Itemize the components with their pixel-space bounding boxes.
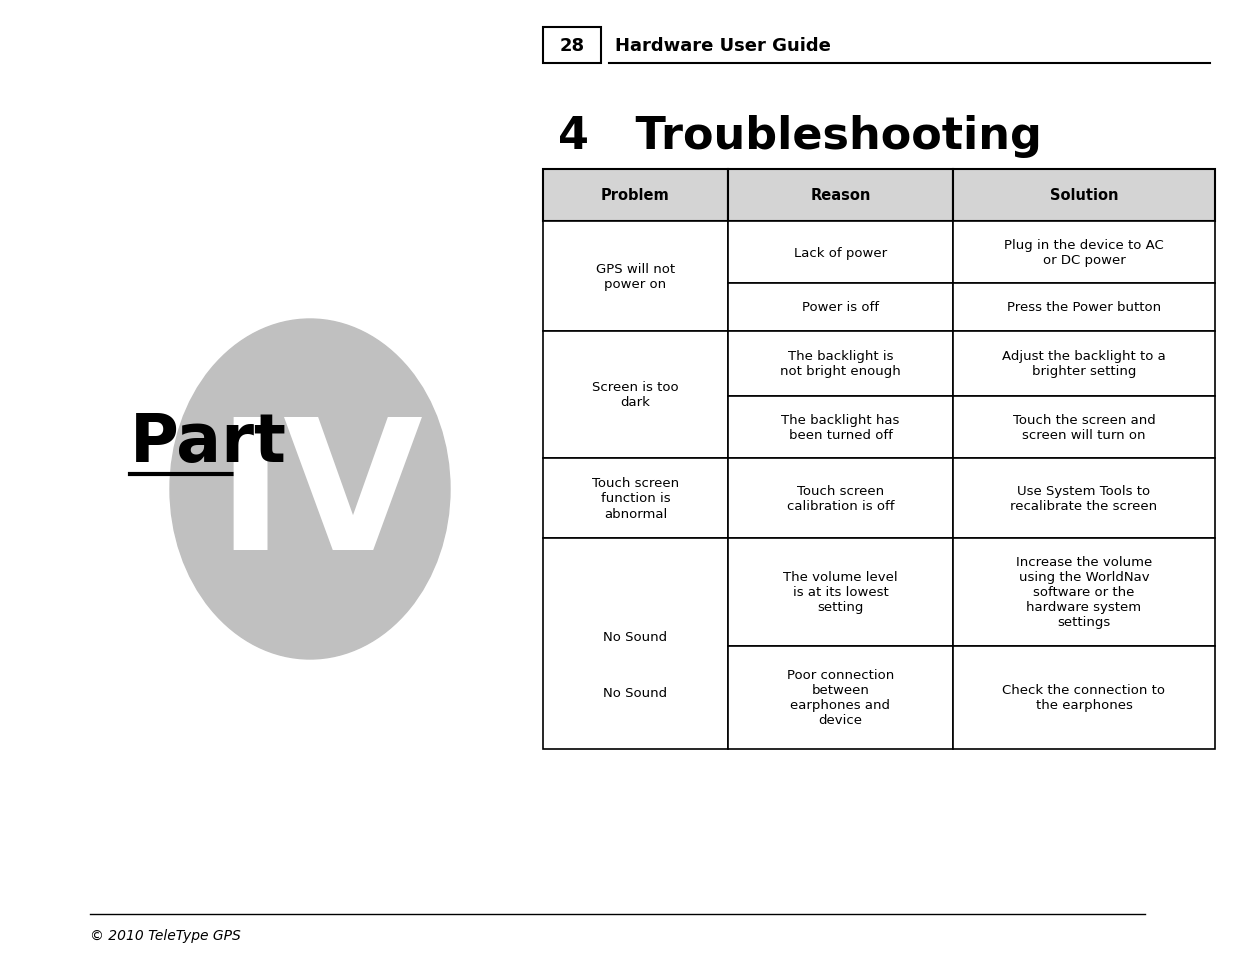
Text: Problem: Problem xyxy=(601,189,669,203)
Bar xyxy=(727,222,953,284)
Bar xyxy=(727,332,953,396)
Text: GPS will not
power on: GPS will not power on xyxy=(597,263,676,291)
Text: Touch screen
calibration is off: Touch screen calibration is off xyxy=(787,484,894,513)
Text: Hardware User Guide: Hardware User Guide xyxy=(615,37,831,55)
Bar xyxy=(953,170,1215,222)
Bar xyxy=(543,28,601,64)
Text: Press the Power button: Press the Power button xyxy=(1007,301,1161,314)
Text: Part: Part xyxy=(130,410,287,476)
Bar xyxy=(953,458,1215,538)
Bar xyxy=(953,284,1215,332)
Bar xyxy=(727,284,953,332)
Text: 28: 28 xyxy=(559,37,584,55)
Text: No Sound: No Sound xyxy=(604,631,668,644)
Text: Solution: Solution xyxy=(1050,189,1118,203)
Bar xyxy=(543,332,727,458)
Text: Touch the screen and
screen will turn on: Touch the screen and screen will turn on xyxy=(1013,414,1156,441)
Bar xyxy=(727,458,953,538)
Text: Adjust the backlight to a
brighter setting: Adjust the backlight to a brighter setti… xyxy=(1002,350,1166,378)
Bar xyxy=(543,538,727,749)
Bar xyxy=(953,332,1215,396)
Bar xyxy=(953,222,1215,284)
Text: Check the connection to
the earphones: Check the connection to the earphones xyxy=(1003,684,1166,712)
Text: Plug in the device to AC
or DC power: Plug in the device to AC or DC power xyxy=(1004,239,1163,267)
Bar xyxy=(727,646,953,749)
Ellipse shape xyxy=(170,319,450,659)
Text: No Sound: No Sound xyxy=(604,686,668,700)
Bar xyxy=(953,646,1215,749)
Bar xyxy=(727,538,953,646)
Text: The backlight is
not bright enough: The backlight is not bright enough xyxy=(781,350,900,378)
Bar xyxy=(953,538,1215,646)
Text: © 2010 TeleType GPS: © 2010 TeleType GPS xyxy=(90,928,241,942)
Text: Touch screen
function is
abnormal: Touch screen function is abnormal xyxy=(592,477,679,520)
Bar xyxy=(543,458,727,538)
Text: Screen is too
dark: Screen is too dark xyxy=(593,381,679,409)
Text: Use System Tools to
recalibrate the screen: Use System Tools to recalibrate the scre… xyxy=(1010,484,1157,513)
Text: Poor connection
between
earphones and
device: Poor connection between earphones and de… xyxy=(787,669,894,727)
Text: Increase the volume
using the WorldNav
software or the
hardware system
settings: Increase the volume using the WorldNav s… xyxy=(1016,556,1152,629)
Text: Lack of power: Lack of power xyxy=(794,246,887,259)
Text: Reason: Reason xyxy=(810,189,871,203)
Bar xyxy=(543,170,727,222)
Bar xyxy=(727,396,953,458)
Text: The backlight has
been turned off: The backlight has been turned off xyxy=(782,414,899,441)
Bar xyxy=(953,396,1215,458)
Bar xyxy=(727,170,953,222)
Text: Power is off: Power is off xyxy=(802,301,879,314)
Bar xyxy=(543,222,727,332)
Text: 4   Troubleshooting: 4 Troubleshooting xyxy=(558,115,1042,158)
Text: IV: IV xyxy=(216,412,424,587)
Text: The volume level
is at its lowest
setting: The volume level is at its lowest settin… xyxy=(783,571,898,614)
